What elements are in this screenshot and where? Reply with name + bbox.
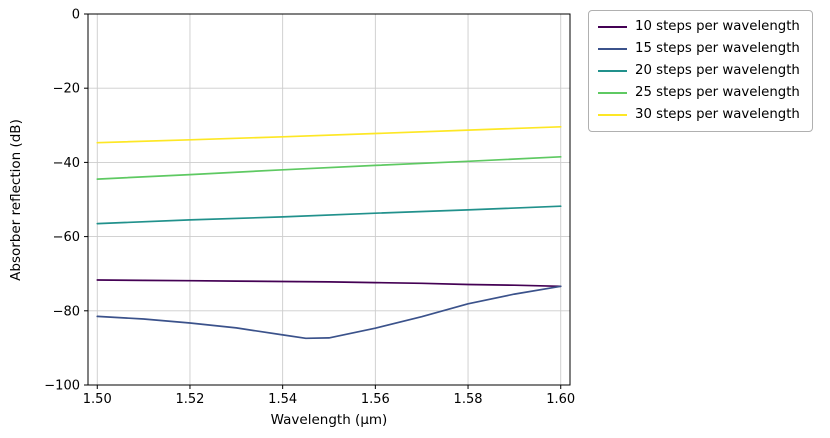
legend-line-swatch [598, 48, 627, 50]
legend-line-swatch [598, 70, 627, 72]
y-tick-label: 0 [72, 8, 80, 23]
legend-item: 15 steps per wavelength [598, 40, 800, 58]
series-line [96, 279, 562, 288]
x-axis-label: Wavelength (μm) [270, 412, 388, 428]
legend-item: 30 steps per wavelength [598, 106, 800, 124]
legend: 10 steps per wavelength 15 steps per wave… [588, 10, 813, 132]
y-tick-label: −60 [53, 230, 80, 245]
series-line [96, 125, 562, 144]
legend-item: 10 steps per wavelength [598, 18, 800, 36]
series-line [96, 205, 562, 225]
legend-label: 20 steps per wavelength [635, 63, 800, 78]
x-tick-label: 1.56 [361, 392, 390, 407]
y-axis-label: Absorber reflection (dB) [8, 119, 24, 281]
legend-label: 10 steps per wavelength [635, 19, 800, 34]
plot-border [87, 13, 571, 386]
x-tick-label: 1.54 [268, 392, 297, 407]
series-line [96, 155, 562, 180]
y-tick-label: −20 [53, 82, 80, 97]
x-tick-label: 1.60 [546, 392, 575, 407]
legend-label: 30 steps per wavelength [635, 107, 800, 122]
series-line [96, 285, 562, 340]
legend-item: 20 steps per wavelength [598, 62, 800, 80]
legend-line-swatch [598, 26, 627, 28]
legend-label: 15 steps per wavelength [635, 41, 800, 56]
y-tick-label: −80 [53, 304, 80, 319]
x-tick-label: 1.58 [454, 392, 483, 407]
legend-item: 25 steps per wavelength [598, 84, 800, 102]
legend-line-swatch [598, 92, 627, 94]
x-tick-label: 1.52 [175, 392, 204, 407]
legend-label: 25 steps per wavelength [635, 85, 800, 100]
y-tick-label: −100 [44, 379, 80, 394]
y-tick-label: −40 [53, 156, 80, 171]
legend-line-swatch [598, 114, 627, 116]
x-tick-label: 1.50 [83, 392, 112, 407]
